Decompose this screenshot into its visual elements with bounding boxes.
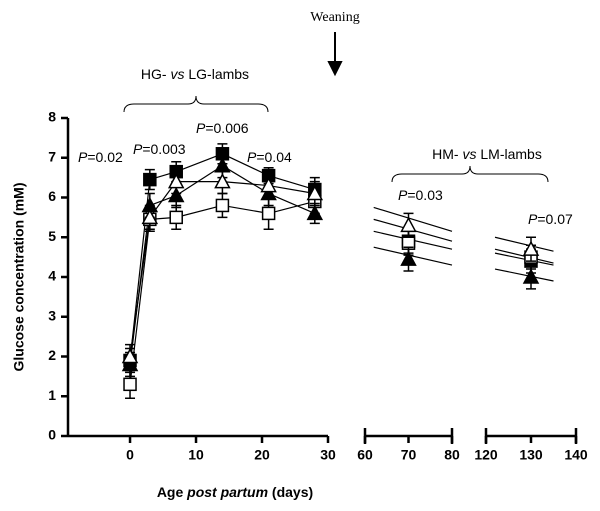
- y-tick-label: 2: [48, 347, 56, 363]
- x-tick-label: 60: [357, 447, 373, 463]
- marker-triangle: [400, 216, 417, 233]
- x-tick-label: 120: [474, 447, 498, 463]
- y-tick-label: 3: [48, 307, 56, 323]
- marker-triangle: [306, 204, 324, 221]
- p-value-label: P=0.003: [133, 141, 186, 157]
- weaning-arrow: [327, 32, 343, 77]
- series-line: [175, 165, 223, 197]
- p-value-label: P=0.03: [398, 187, 443, 203]
- x-tick-label: 0: [126, 447, 134, 463]
- p-value-label-part: P: [78, 149, 88, 165]
- marker-triangle: [522, 240, 540, 256]
- y-tick-label: 0: [48, 427, 56, 443]
- group-label: HM- vs LM-lambs: [432, 146, 542, 162]
- group-label: HG- vs LG-lambs: [141, 66, 249, 82]
- trend-line: [373, 246, 453, 266]
- x-tick-label: 30: [320, 447, 336, 463]
- p-value-label-part: =0.07: [537, 211, 573, 227]
- y-tick-label: 8: [48, 109, 56, 125]
- series-line: [129, 217, 151, 357]
- p-value-label: P=0.07: [528, 211, 573, 227]
- x-tick-label: 10: [188, 447, 204, 463]
- marker-square: [261, 206, 276, 221]
- p-value-label-part: P: [528, 211, 538, 227]
- marker-square: [169, 210, 183, 225]
- x-tick-label: 140: [564, 447, 588, 463]
- group-label-part: LM-lambs: [476, 146, 541, 162]
- series-line: [268, 175, 315, 191]
- trend-line: [494, 268, 554, 282]
- trend-line: [373, 206, 453, 232]
- marker-triangle: [121, 347, 139, 364]
- p-value-label-part: =0.03: [407, 187, 443, 203]
- marker-square: [215, 198, 230, 213]
- group-label-part: vs: [170, 66, 184, 82]
- y-tick-label: 4: [48, 268, 56, 284]
- p-value-label-part: P: [398, 187, 408, 203]
- y-tick-label: 1: [48, 387, 56, 403]
- series-line: [222, 204, 269, 214]
- series-line: [176, 204, 223, 218]
- p-value-label-part: P: [133, 141, 143, 157]
- marker-triangle: [306, 184, 324, 201]
- marker-triangle: [167, 186, 185, 203]
- group-label-part: vs: [462, 146, 476, 162]
- series-line: [222, 165, 269, 195]
- y-tick-label: 6: [48, 188, 56, 204]
- x-tick-label: 80: [444, 447, 460, 463]
- series-line: [268, 192, 316, 214]
- group-brace: [123, 95, 269, 113]
- x-axis-label-part: Age: [157, 484, 187, 500]
- series-line: [268, 200, 315, 214]
- p-value-label-part: =0.006: [205, 120, 248, 136]
- p-value-label-part: P: [196, 120, 206, 136]
- marker-triangle: [522, 268, 540, 284]
- series-line: [222, 153, 269, 177]
- series-line: [222, 181, 269, 187]
- group-label-part: HM-: [432, 146, 462, 162]
- group-brace: [391, 165, 549, 183]
- p-value-label: P=0.04: [247, 149, 292, 165]
- x-tick-label: 130: [519, 447, 543, 463]
- p-value-label-part: =0.003: [142, 141, 185, 157]
- p-value-label: P=0.006: [196, 120, 249, 136]
- x-axis-label: Age post partum (days): [157, 484, 313, 500]
- p-value-label: P=0.02: [78, 149, 123, 165]
- x-axis-label-part: (days): [268, 484, 313, 500]
- marker-triangle: [400, 250, 417, 266]
- marker-triangle: [260, 176, 277, 193]
- marker-square: [143, 172, 157, 187]
- marker-triangle: [214, 173, 231, 189]
- group-label-part: LG-lambs: [184, 66, 249, 82]
- p-value-label-part: P: [247, 149, 257, 165]
- trend-line: [494, 236, 554, 252]
- marker-triangle: [141, 208, 159, 225]
- series-line: [268, 184, 315, 195]
- y-axis-label: Glucose concentration (mM): [11, 182, 27, 371]
- x-tick-label: 20: [254, 447, 270, 463]
- weaning-label: Weaning: [310, 10, 359, 25]
- marker-triangle: [167, 173, 185, 189]
- p-value-label-part: =0.02: [87, 149, 123, 165]
- y-tick-label: 7: [48, 148, 56, 164]
- y-tick-label: 5: [48, 228, 56, 244]
- x-axis-label-part: post partum: [186, 484, 268, 500]
- group-label-part: HG-: [141, 66, 171, 82]
- x-tick-label: 70: [401, 447, 417, 463]
- series-line: [176, 153, 223, 173]
- marker-square: [123, 377, 137, 392]
- p-value-label-part: =0.04: [256, 149, 292, 165]
